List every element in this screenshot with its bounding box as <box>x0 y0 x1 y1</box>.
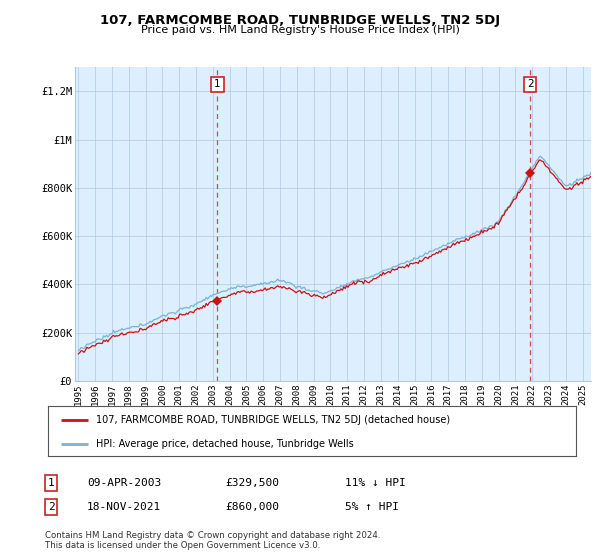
Text: 2: 2 <box>527 80 533 90</box>
Text: 1: 1 <box>47 478 55 488</box>
Text: 2: 2 <box>47 502 55 512</box>
Text: 1: 1 <box>214 80 221 90</box>
Text: 11% ↓ HPI: 11% ↓ HPI <box>345 478 406 488</box>
Text: 09-APR-2003: 09-APR-2003 <box>87 478 161 488</box>
Text: Price paid vs. HM Land Registry's House Price Index (HPI): Price paid vs. HM Land Registry's House … <box>140 25 460 35</box>
Text: £860,000: £860,000 <box>225 502 279 512</box>
Text: £329,500: £329,500 <box>225 478 279 488</box>
Text: Contains HM Land Registry data © Crown copyright and database right 2024.
This d: Contains HM Land Registry data © Crown c… <box>45 531 380 550</box>
Text: 5% ↑ HPI: 5% ↑ HPI <box>345 502 399 512</box>
Text: 107, FARMCOMBE ROAD, TUNBRIDGE WELLS, TN2 5DJ (detached house): 107, FARMCOMBE ROAD, TUNBRIDGE WELLS, TN… <box>95 415 449 425</box>
Text: 107, FARMCOMBE ROAD, TUNBRIDGE WELLS, TN2 5DJ: 107, FARMCOMBE ROAD, TUNBRIDGE WELLS, TN… <box>100 14 500 27</box>
Text: 18-NOV-2021: 18-NOV-2021 <box>87 502 161 512</box>
Text: HPI: Average price, detached house, Tunbridge Wells: HPI: Average price, detached house, Tunb… <box>95 439 353 449</box>
